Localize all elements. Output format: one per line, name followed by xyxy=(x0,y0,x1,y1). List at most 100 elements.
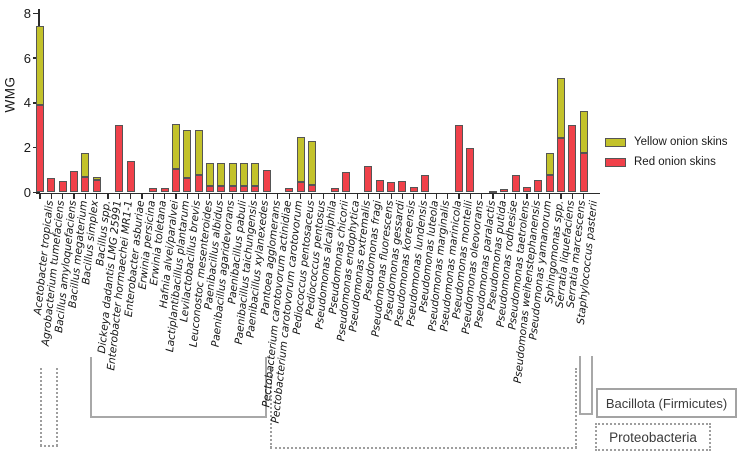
x-axis-line xyxy=(36,192,600,194)
x-tick xyxy=(243,193,245,199)
x-tick xyxy=(492,193,494,199)
bar-segment-red xyxy=(217,185,226,193)
bar-segment-red xyxy=(330,188,339,193)
bar-segment-yellow xyxy=(217,163,226,186)
x-tick xyxy=(435,193,438,199)
x-tick xyxy=(96,193,98,199)
x-tick xyxy=(549,193,551,199)
x-tick xyxy=(333,193,336,199)
x-tick xyxy=(118,193,120,199)
bar-segment-red xyxy=(296,182,305,193)
x-tick xyxy=(175,193,177,199)
bar-segment-yellow xyxy=(205,163,214,186)
bar-segment-red xyxy=(194,174,203,193)
proteobacteria-bracket-a-bottom xyxy=(40,445,58,447)
x-tick xyxy=(107,193,109,199)
bar-segment-red xyxy=(455,125,464,193)
proteobacteria-bracket-a-right xyxy=(56,368,58,446)
x-tick xyxy=(163,193,166,199)
x-tick xyxy=(537,193,539,199)
bacillota-bracket-bottom xyxy=(90,416,267,418)
x-tick xyxy=(469,193,471,199)
x-tick xyxy=(390,193,392,199)
bar-segment-red xyxy=(398,181,407,193)
bar-segment-red xyxy=(421,174,430,193)
bar-segment-red xyxy=(557,137,566,193)
bar-segment-yellow xyxy=(92,176,101,181)
bar-segment-red xyxy=(92,180,101,193)
bar-segment-yellow xyxy=(251,163,260,186)
x-tick xyxy=(197,193,200,199)
x-tick xyxy=(526,193,528,199)
x-tick xyxy=(209,193,211,199)
x-tick xyxy=(367,193,370,199)
x-tick xyxy=(265,193,268,199)
bar-segment-red xyxy=(489,191,498,194)
bar-segment-red xyxy=(36,105,44,193)
bar-segment-red xyxy=(171,168,180,193)
bar-segment-red xyxy=(251,185,260,193)
bar-segment-red xyxy=(228,185,237,193)
x-tick xyxy=(186,193,188,199)
x-tick xyxy=(571,193,573,199)
x-tick xyxy=(84,193,86,199)
bar-segment-red xyxy=(341,172,350,193)
bar-segment-red xyxy=(523,186,532,193)
x-tick xyxy=(311,193,313,199)
bacillota-bracket-left xyxy=(90,357,92,418)
bacillota-bracket-right xyxy=(265,357,267,418)
y-tick-label: 6 xyxy=(23,50,31,66)
bar-segment-yellow xyxy=(296,136,305,183)
x-tick xyxy=(277,193,279,199)
x-tick xyxy=(73,193,75,199)
bar-segment-red xyxy=(568,125,577,193)
x-tick xyxy=(299,193,302,199)
legend-label: Yellow onion skins xyxy=(634,136,728,148)
y-tick-label: 4 xyxy=(23,95,31,111)
bar-segment-yellow xyxy=(81,153,90,177)
bacillota-bracket2-right xyxy=(591,356,593,415)
x-tick xyxy=(356,193,358,199)
x-tick xyxy=(560,193,562,199)
y-tick xyxy=(33,191,39,194)
bar-segment-yellow xyxy=(171,124,180,169)
x-tick xyxy=(458,193,460,199)
bar-segment-yellow xyxy=(557,78,566,138)
bar-segment-yellow xyxy=(228,163,237,186)
bar-segment-red xyxy=(364,165,373,193)
proteobacteria-bracket-b-bottom xyxy=(270,447,577,449)
group-box-proteobacteria-label: Proteobacteria xyxy=(609,429,697,445)
y-tick-label: 8 xyxy=(23,5,31,21)
bar-segment-red xyxy=(81,176,90,193)
x-tick xyxy=(583,193,585,199)
bar-segment-red xyxy=(579,153,588,193)
group-box-bacillota-label: Bacillota (Firmicutes) xyxy=(605,395,728,411)
bar-segment-red xyxy=(387,182,396,193)
bar-segment-yellow xyxy=(579,110,588,154)
bacillota-bracket2-bottom xyxy=(579,413,593,415)
bar-segment-red xyxy=(239,185,248,193)
bar-segment-yellow xyxy=(545,153,554,175)
x-tick xyxy=(50,193,52,199)
x-tick xyxy=(152,193,154,199)
bar-segment-red xyxy=(58,181,67,193)
legend-swatch-red xyxy=(605,158,626,167)
x-tick xyxy=(515,193,517,199)
bar-segment-red xyxy=(183,177,192,193)
x-tick xyxy=(220,193,222,199)
x-tick xyxy=(481,193,483,199)
x-tick xyxy=(447,193,449,199)
x-tick xyxy=(379,193,381,199)
bacillota-bracket2-left xyxy=(579,356,581,415)
x-tick xyxy=(503,193,505,199)
y-axis-title: WMG xyxy=(2,76,18,113)
x-tick xyxy=(130,193,132,199)
proteobacteria-bracket-b-left xyxy=(270,368,272,448)
x-tick xyxy=(322,193,324,199)
bar-segment-yellow xyxy=(36,25,44,106)
bar-segment-red xyxy=(466,147,475,193)
x-tick xyxy=(231,193,234,199)
x-tick xyxy=(288,193,290,199)
bar-segment-red xyxy=(126,161,135,193)
